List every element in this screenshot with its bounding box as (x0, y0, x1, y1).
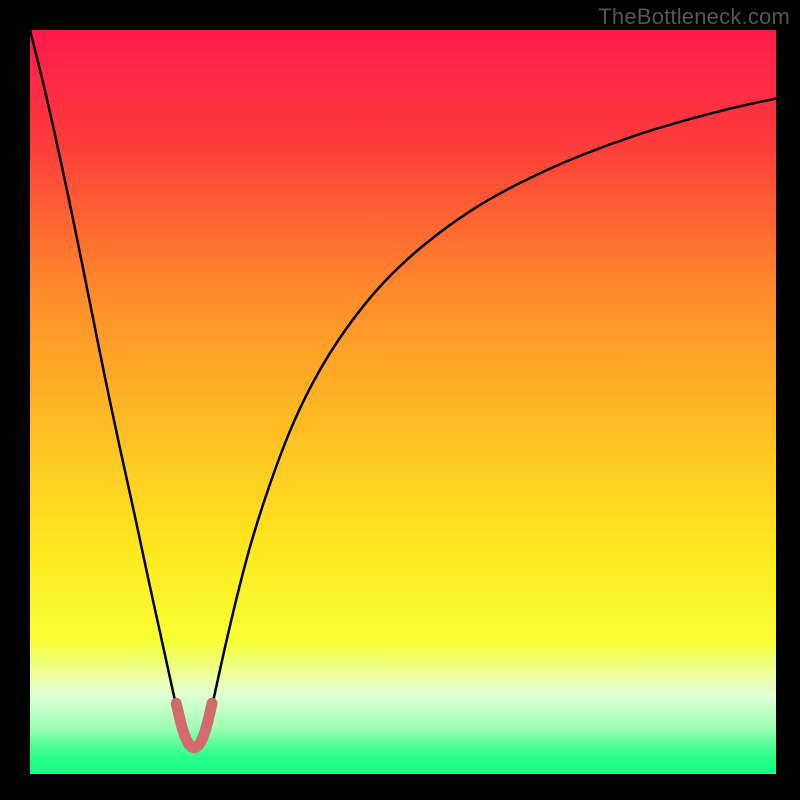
plot-background (30, 30, 776, 774)
bottleneck-curve-chart (0, 0, 800, 800)
watermark-text: TheBottleneck.com (598, 4, 790, 30)
chart-container: TheBottleneck.com (0, 0, 800, 800)
